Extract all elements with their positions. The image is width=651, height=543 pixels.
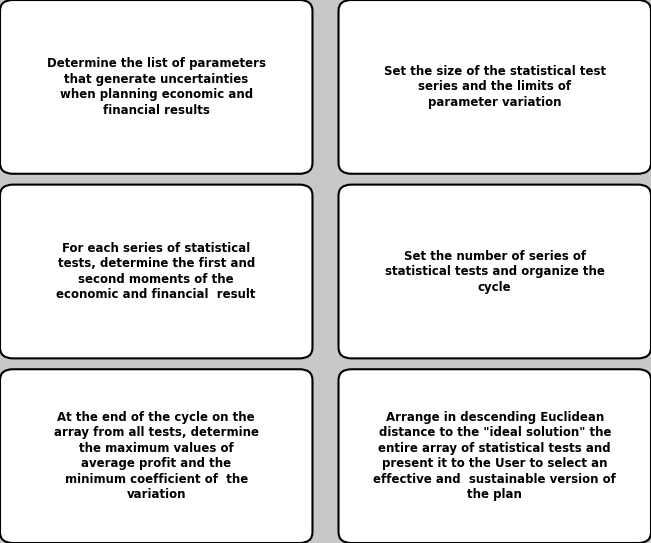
FancyBboxPatch shape (339, 185, 651, 358)
FancyBboxPatch shape (339, 369, 651, 543)
FancyBboxPatch shape (339, 0, 651, 174)
Text: Determine the list of parameters
that generate uncertainties
when planning econo: Determine the list of parameters that ge… (47, 57, 266, 117)
Text: Set the size of the statistical test
series and the limits of
parameter variatio: Set the size of the statistical test ser… (383, 65, 606, 109)
Text: At the end of the cycle on the
array from all tests, determine
the maximum value: At the end of the cycle on the array fro… (54, 411, 258, 501)
Text: Arrange in descending Euclidean
distance to the "ideal solution" the
entire arra: Arrange in descending Euclidean distance… (373, 411, 616, 501)
FancyBboxPatch shape (0, 369, 312, 543)
Text: For each series of statistical
tests, determine the first and
second moments of : For each series of statistical tests, de… (57, 242, 256, 301)
Text: Set the number of series of
statistical tests and organize the
cycle: Set the number of series of statistical … (385, 249, 605, 294)
FancyBboxPatch shape (0, 0, 312, 174)
FancyBboxPatch shape (0, 185, 312, 358)
